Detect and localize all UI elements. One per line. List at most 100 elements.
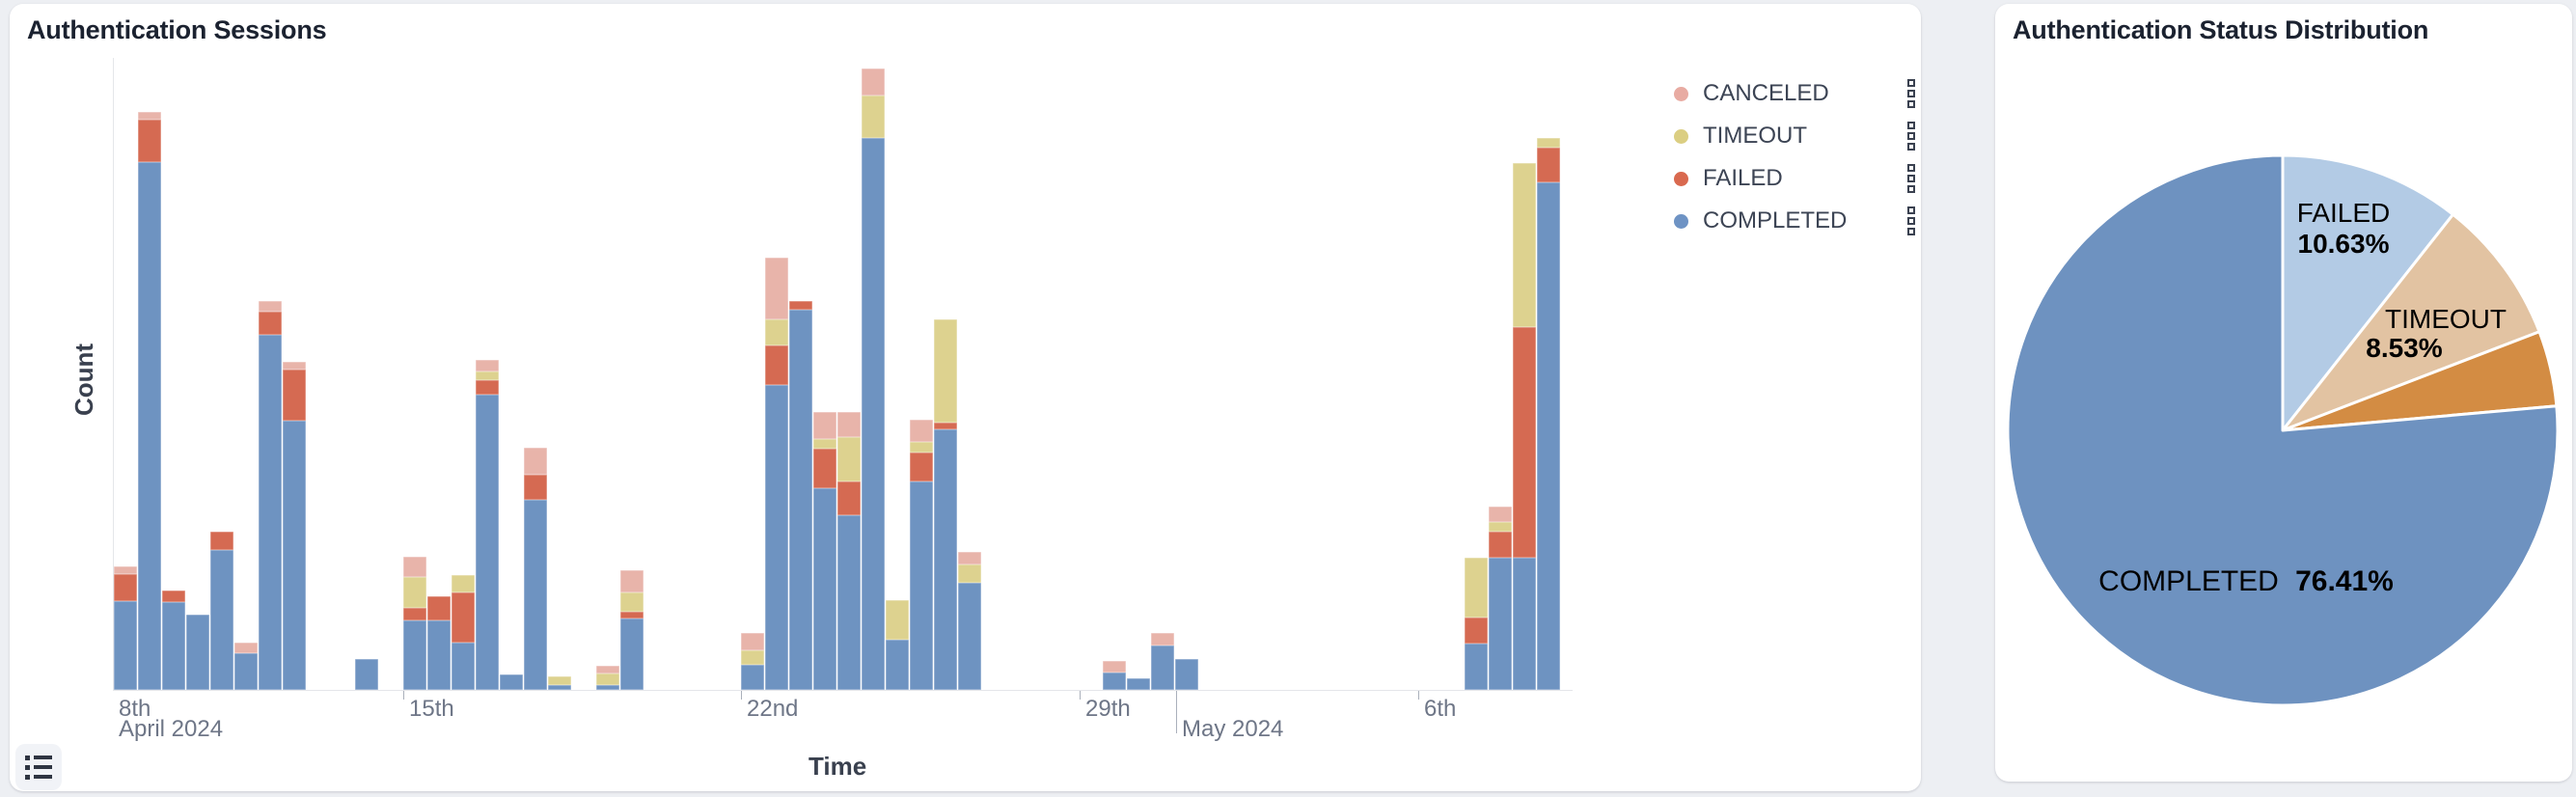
bar-plot: Count Time 8th April 2024 15th 22nd 29th May …	[10, 4, 1921, 791]
bar-segment-failed	[813, 449, 836, 488]
bar-segment-completed	[524, 500, 547, 690]
bar-segment-completed	[813, 488, 836, 690]
page-title: Authentication Sessions	[27, 15, 327, 44]
bar-segment-completed	[1151, 646, 1174, 690]
bar-segment-completed	[138, 162, 161, 690]
bar-segment-failed	[162, 591, 185, 602]
bar-segment-completed	[452, 643, 475, 690]
bar-segment-timeout	[1465, 558, 1488, 618]
page-title-pie: Authentication Status Distribution	[2013, 15, 2429, 44]
legend-dot	[1674, 128, 1688, 144]
bar-segment-completed	[1537, 182, 1560, 690]
legend-dot	[1674, 213, 1688, 229]
bar-segment-canceled	[138, 112, 161, 120]
bar-segment-completed	[427, 620, 451, 690]
legend-item-timeout[interactable]: TIMEOUT	[1674, 115, 1921, 157]
bar-segment-failed	[476, 380, 499, 395]
drag-handle-icon[interactable]	[1907, 164, 1921, 193]
drag-handle-icon[interactable]	[1907, 206, 1921, 235]
bar-segment-canceled	[741, 633, 764, 650]
bar-segment-completed	[476, 395, 499, 690]
bar-segment-timeout	[837, 437, 861, 481]
bar-segment-timeout	[476, 371, 499, 380]
x-axis-tick	[403, 691, 404, 700]
bar-segment-timeout	[813, 439, 836, 449]
bar-segment-canceled	[1151, 633, 1174, 646]
bar-segment-timeout	[1537, 138, 1560, 148]
bar-segment-timeout	[765, 319, 788, 345]
bar-segment-completed	[741, 665, 764, 690]
pie-label-completed: COMPLETED 76.41%	[2098, 564, 2394, 597]
bar-segment-failed	[934, 423, 957, 429]
legend-item-completed[interactable]: COMPLETED	[1674, 200, 1921, 242]
bar-segment-failed	[452, 592, 475, 643]
list-icon	[25, 764, 52, 770]
bar-segment-canceled	[910, 420, 933, 442]
bar-segment-timeout	[741, 650, 764, 665]
bar-segment-canceled	[524, 448, 547, 475]
pie-label-failed: FAILED 10.63%	[2296, 197, 2391, 259]
bar-segment-canceled	[958, 552, 981, 564]
x-axis-tick-label: 29th	[1085, 696, 1131, 722]
bar-segment-canceled	[1489, 507, 1512, 522]
x-axis-tick-sublabel: May 2024	[1182, 716, 1284, 742]
pie-chart	[2006, 153, 2560, 707]
drag-handle-icon[interactable]	[1907, 122, 1921, 151]
drag-handle-icon[interactable]	[1907, 79, 1921, 108]
list-icon	[25, 755, 52, 760]
bar-segment-timeout	[886, 600, 909, 640]
y-axis-title: Count	[69, 343, 99, 417]
pie-slice-timeout	[2281, 212, 2541, 432]
bar-segment-completed	[186, 615, 209, 690]
x-axis-tick-label: 8th	[119, 696, 151, 722]
bar-segment-completed	[934, 429, 957, 690]
bar-segment-failed	[1465, 618, 1488, 644]
x-axis-title: Time	[808, 752, 867, 781]
bar-segment-failed	[259, 312, 282, 335]
legend-item-failed[interactable]: FAILED	[1674, 157, 1921, 200]
bar-segment-canceled	[862, 69, 885, 96]
x-axis-tick-label: 6th	[1424, 696, 1457, 722]
bar-segment-completed	[355, 659, 378, 690]
bar-segment-failed	[620, 612, 644, 618]
bar-segment-canceled	[259, 301, 282, 312]
bar-segment-completed	[210, 550, 233, 690]
bar-segment-timeout	[910, 442, 933, 453]
bar-segment-completed	[837, 515, 861, 690]
pie-label-timeout-pct: 8.53%	[2366, 332, 2443, 363]
x-axis-line	[113, 690, 1573, 691]
bar-segment-failed	[283, 370, 306, 421]
bar-segment-completed	[548, 685, 571, 690]
bar-segment-failed	[138, 120, 161, 162]
bar-segment-completed	[862, 138, 885, 690]
x-axis-tick	[1176, 691, 1177, 733]
bar-segment-canceled	[283, 362, 306, 370]
x-axis-tick	[1080, 691, 1081, 700]
legend-dot	[1674, 86, 1688, 101]
legend-item-canceled[interactable]: CANCELED	[1674, 72, 1921, 115]
bar-segment-failed	[1537, 148, 1560, 182]
bar-segment-completed	[1127, 678, 1150, 690]
bar-segment-failed	[427, 596, 451, 620]
bar-segment-canceled	[476, 360, 499, 371]
x-axis-tick-label: 15th	[409, 696, 454, 722]
bar-segment-completed	[886, 640, 909, 690]
bar-segment-canceled	[114, 566, 137, 574]
y-axis-line	[113, 58, 114, 690]
bar-segment-canceled	[403, 557, 426, 577]
bar-segment-canceled	[596, 666, 619, 673]
bar-segment-failed	[789, 301, 812, 310]
bar-segment-canceled	[1103, 661, 1126, 673]
bar-segment-timeout	[596, 673, 619, 685]
bar-segment-completed	[596, 685, 619, 690]
bar-segment-completed	[958, 583, 981, 690]
bar-segment-completed	[500, 674, 523, 690]
bar-segment-completed	[162, 602, 185, 690]
bar-segment-completed	[910, 481, 933, 690]
legend-dot	[1674, 171, 1688, 186]
bar-segment-timeout	[548, 676, 571, 685]
bar-segment-failed	[114, 574, 137, 601]
data-view-toolbox-button[interactable]	[15, 744, 62, 790]
bar-segment-timeout	[862, 96, 885, 138]
legend-label: TIMEOUT	[1703, 123, 1807, 149]
